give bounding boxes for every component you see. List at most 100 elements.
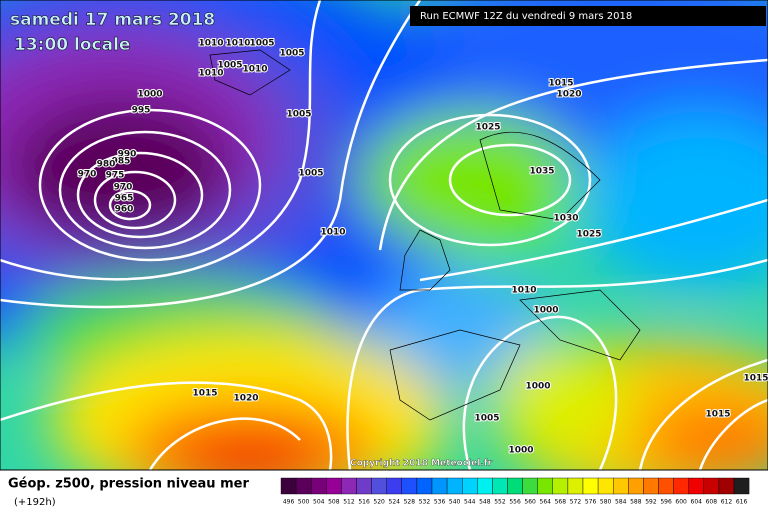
colorbar-swatch xyxy=(492,477,508,495)
isobar-label: 975 xyxy=(106,171,125,181)
colorbar-swatch xyxy=(522,477,538,495)
colorbar-label: 584 xyxy=(615,499,627,506)
isobar-label: 970 xyxy=(114,183,133,193)
isobar-label: 1005 xyxy=(286,110,311,120)
isobar-label: 1025 xyxy=(475,123,500,133)
colorbar-label: 564 xyxy=(540,499,552,506)
colorbar-label: 576 xyxy=(585,499,597,506)
colorbar-label: 532 xyxy=(419,499,431,506)
lead-time: (+192h) xyxy=(14,497,56,508)
colorbar-swatch xyxy=(416,477,433,495)
isobar-label: 1000 xyxy=(525,382,550,392)
isobar-label: 1000 xyxy=(508,446,533,456)
isobar-label: 1020 xyxy=(556,90,581,100)
colorbar-label: 500 xyxy=(298,499,310,506)
colorbar-swatch xyxy=(507,477,523,495)
isobar-label: 1005 xyxy=(298,169,323,179)
colorbar-swatch xyxy=(718,477,735,495)
colorbar-swatch xyxy=(673,477,689,495)
colorbar-swatch xyxy=(341,477,357,495)
colorbar-swatch xyxy=(733,477,750,495)
run-info: Run ECMWF 12Z du vendredi 9 mars 2018 xyxy=(420,11,632,22)
colorbar-swatch xyxy=(295,477,312,495)
colorbar-label: 568 xyxy=(555,499,567,506)
colorbar-swatch xyxy=(582,477,599,495)
colorbar-swatch xyxy=(431,477,448,495)
isobar-label: 965 xyxy=(115,194,134,204)
colorbar-swatch xyxy=(311,477,327,495)
isobar-label: 1015 xyxy=(548,79,573,89)
colorbar-label: 560 xyxy=(524,499,536,506)
colorbar-label: 556 xyxy=(509,499,521,506)
colorbar-label: 580 xyxy=(600,499,612,506)
isobar-label: 1035 xyxy=(529,167,554,177)
colorbar-label: 524 xyxy=(389,499,401,506)
colorbar-label: 588 xyxy=(630,499,642,506)
isobar-label: 1015 xyxy=(705,410,730,420)
isobar-label: 1005 xyxy=(279,49,304,59)
colorbar-label: 512 xyxy=(343,499,355,506)
isobar-label: 1020 xyxy=(233,394,258,404)
colorbar-swatch xyxy=(597,477,614,495)
colorbar-swatch xyxy=(628,477,644,495)
colorbar-label: 596 xyxy=(660,499,672,506)
colorbar-label: 536 xyxy=(434,499,446,506)
colorbar-swatch xyxy=(477,477,493,495)
isobar-label: 1015 xyxy=(743,374,768,384)
copyright: Copyright 2018 Meteociel.fr xyxy=(350,459,493,469)
colorbar-swatch xyxy=(401,477,418,495)
isobar-label: 980 xyxy=(97,160,116,170)
isobar-label: 1030 xyxy=(553,214,578,224)
isobar-label: 990 xyxy=(118,150,137,160)
isobar-label: 1015 xyxy=(192,389,217,399)
colorbar-swatch xyxy=(643,477,659,495)
colorbar-swatch xyxy=(703,477,720,495)
colorbar-swatch xyxy=(462,477,478,495)
isobar-label: 1010 xyxy=(198,39,223,49)
run-box xyxy=(410,6,766,26)
colorbar-label: 496 xyxy=(283,499,295,506)
colorbar-label: 600 xyxy=(675,499,687,506)
colorbar-swatch xyxy=(446,477,463,495)
isobar-label: 960 xyxy=(115,205,134,215)
isobar-label: 1005 xyxy=(249,39,274,49)
colorbar-label: 572 xyxy=(570,499,582,506)
colorbar-swatch xyxy=(326,477,342,495)
colorbar-label: 592 xyxy=(645,499,657,506)
colorbar-label: 504 xyxy=(313,499,325,506)
colorbar-label: 608 xyxy=(706,499,718,506)
date: samedi 17 mars 2018 xyxy=(10,10,215,30)
colorbar-swatch xyxy=(567,477,584,495)
isobar-label: 1010 xyxy=(242,65,267,75)
colorbar-label: 508 xyxy=(328,499,340,506)
time: 13:00 locale xyxy=(14,35,130,55)
colorbar-swatch xyxy=(356,477,372,495)
colorbar-swatch xyxy=(386,477,403,495)
isobar-label: 1010 xyxy=(225,39,250,49)
colorbar-label: 612 xyxy=(721,499,733,506)
legend-title: Géop. z500, pression niveau mer xyxy=(8,477,249,492)
colorbar-label: 516 xyxy=(358,499,370,506)
isobar-label: 970 xyxy=(78,170,97,180)
colorbar-swatch xyxy=(658,477,674,495)
colorbar-label: 544 xyxy=(464,499,476,506)
colorbar-label: 552 xyxy=(494,499,506,506)
colorbar-label: 604 xyxy=(691,499,703,506)
colorbar-label: 520 xyxy=(373,499,385,506)
colorbar-swatch xyxy=(371,477,387,495)
colorbar-label: 540 xyxy=(449,499,461,506)
isobar-label: 1010 xyxy=(320,228,345,238)
colorbar-swatch xyxy=(552,477,569,495)
isobar-label: 1005 xyxy=(474,414,499,424)
colorbar-label: 548 xyxy=(479,499,491,506)
isobar-label: 985 xyxy=(112,157,131,167)
isobar-label: 1025 xyxy=(576,230,601,240)
colorbar-swatch xyxy=(537,477,554,495)
isobar-label: 1005 xyxy=(217,61,242,71)
colorbar-swatch xyxy=(688,477,705,495)
colorbar-label: 616 xyxy=(736,499,748,506)
isobar-label: 1010 xyxy=(198,69,223,79)
colorbar-swatch xyxy=(613,477,629,495)
